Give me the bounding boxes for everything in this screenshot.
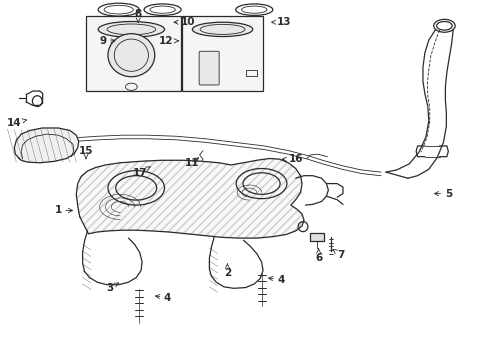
Text: 12: 12 (159, 36, 178, 46)
Text: 4: 4 (155, 293, 171, 303)
Bar (245, 70, 256, 76)
Text: 3: 3 (106, 283, 118, 293)
Text: 15: 15 (79, 145, 93, 158)
Text: 8: 8 (134, 9, 142, 22)
Text: 11: 11 (184, 158, 199, 168)
Text: 10: 10 (174, 17, 195, 27)
Text: 13: 13 (271, 17, 291, 27)
FancyBboxPatch shape (86, 16, 181, 91)
Text: 5: 5 (433, 189, 451, 199)
Ellipse shape (98, 22, 164, 37)
Text: 2: 2 (224, 264, 231, 278)
Text: 6: 6 (314, 249, 322, 263)
Text: 14: 14 (7, 118, 26, 128)
FancyBboxPatch shape (199, 51, 219, 85)
Polygon shape (14, 128, 79, 163)
FancyBboxPatch shape (182, 16, 262, 91)
Polygon shape (76, 158, 304, 238)
Text: 16: 16 (282, 154, 303, 164)
Ellipse shape (108, 34, 155, 77)
Ellipse shape (192, 22, 252, 37)
Text: 1: 1 (55, 206, 72, 216)
FancyBboxPatch shape (310, 233, 324, 241)
Text: 9: 9 (100, 36, 115, 46)
Text: 7: 7 (332, 249, 344, 260)
Text: 4: 4 (268, 275, 284, 285)
Text: 17: 17 (132, 167, 150, 178)
